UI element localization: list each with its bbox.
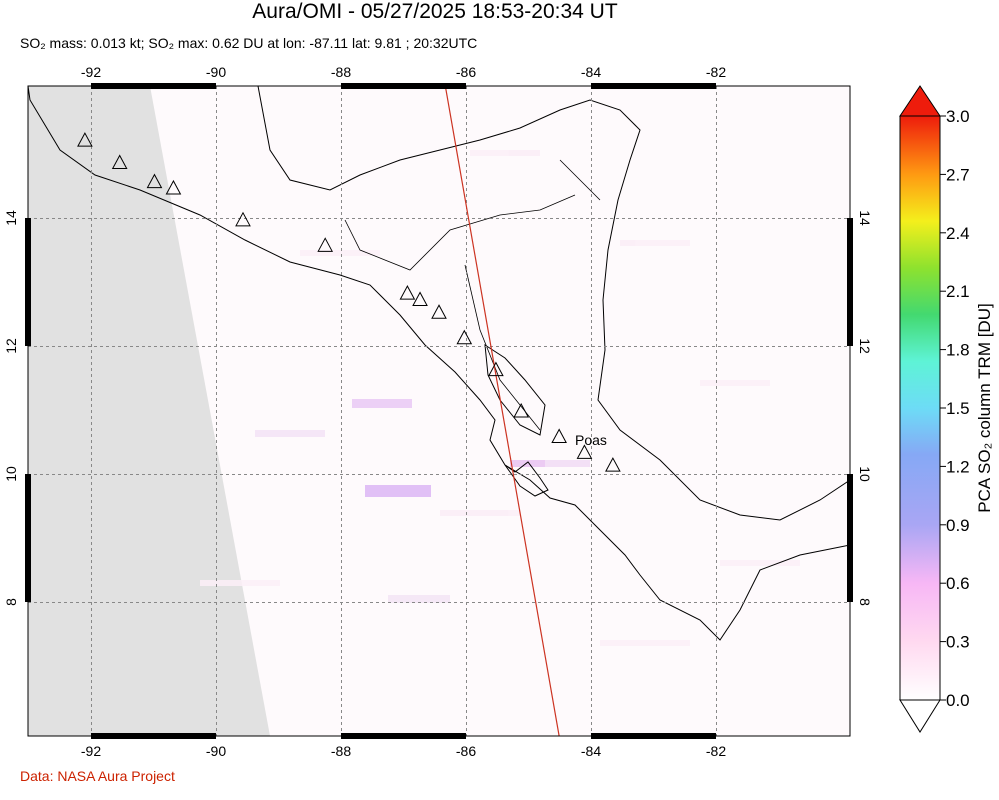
so2-pixel bbox=[720, 560, 800, 566]
so2-pixel bbox=[700, 380, 770, 386]
colorbar-max-arrow bbox=[899, 85, 941, 117]
colorbar-tick-label: 0.0 bbox=[946, 691, 970, 710]
lon-tick-top: -86 bbox=[456, 64, 476, 80]
lon-tick-top: -92 bbox=[81, 64, 101, 80]
lat-tick-right: 12 bbox=[857, 338, 873, 354]
lat-tick-left: 14 bbox=[3, 210, 19, 226]
satellite-ground-track bbox=[444, 86, 560, 736]
colorbar-tick-label: 0.9 bbox=[946, 516, 970, 535]
so2-pixel bbox=[200, 580, 280, 586]
colorbar-min-arrow bbox=[899, 699, 941, 733]
so2-pixel bbox=[600, 640, 690, 646]
lon-tick-bottom: -90 bbox=[206, 743, 226, 759]
so2-pixel bbox=[388, 595, 450, 603]
colorbar-tick-label: 1.2 bbox=[946, 457, 970, 476]
lon-tick-bottom: -82 bbox=[706, 743, 726, 759]
so2-pixel bbox=[620, 240, 690, 246]
lat-tick-left: 8 bbox=[3, 598, 19, 606]
volcano-triangle-icon bbox=[111, 154, 128, 169]
so2-pixel bbox=[365, 485, 431, 497]
colorbar-tick-label: 0.6 bbox=[946, 574, 970, 593]
colorbar-tick-label: 1.8 bbox=[946, 341, 970, 360]
so2-pixel bbox=[440, 510, 520, 516]
colorbar-ticks: 3.0 2.7 2.4 2.1 1.8 1.5 1.2 0.9 0.6 0.3 0.0 bbox=[940, 107, 970, 710]
lon-tick-top: -82 bbox=[706, 64, 726, 80]
colorbar-tick-label: 1.5 bbox=[946, 399, 970, 418]
colorbar-gradient bbox=[899, 115, 941, 701]
lat-tick-right: 8 bbox=[857, 598, 873, 606]
gulf-of-nicoya bbox=[504, 461, 549, 497]
data-credit: Data: NASA Aura Project bbox=[20, 768, 175, 784]
pacific-coastline bbox=[28, 86, 850, 641]
so2-pixel bbox=[545, 460, 590, 467]
map-title: Aura/OMI - 05/27/2025 18:53-20:34 UT bbox=[252, 0, 618, 23]
volcano-triangle-icon bbox=[431, 304, 447, 319]
volcano-triangle-icon bbox=[456, 329, 473, 345]
so2-pixel bbox=[470, 150, 540, 156]
volcano-triangle-icon bbox=[576, 444, 593, 459]
so2-pixel bbox=[352, 399, 412, 408]
so2-summary: SO₂ mass: 0.013 kt; SO₂ max: 0.62 DU at … bbox=[20, 35, 478, 51]
volcano-triangle-icon bbox=[551, 428, 567, 443]
volcano-triangle-icon bbox=[146, 173, 163, 189]
lon-tick-top: -90 bbox=[206, 64, 226, 80]
lat-tick-left: 10 bbox=[3, 466, 19, 482]
lon-tick-bottom: -84 bbox=[581, 743, 601, 759]
lat-tick-right: 10 bbox=[857, 466, 873, 482]
volcano-triangle-icon bbox=[235, 211, 251, 227]
volcano-triangle-icon bbox=[412, 291, 428, 306]
map-border bbox=[27, 85, 851, 737]
volcano-triangle-icon bbox=[513, 402, 530, 418]
colorbar-tick-label: 2.7 bbox=[946, 165, 970, 184]
colorbar-tick-label: 0.3 bbox=[946, 633, 970, 652]
so2-pixel bbox=[300, 250, 380, 256]
caribbean-coastline bbox=[257, 86, 850, 521]
graticule bbox=[28, 86, 850, 736]
colorbar-tick-label: 2.4 bbox=[946, 224, 970, 243]
volcano-triangle-icon bbox=[77, 132, 93, 147]
colorbar-tick-label: 2.1 bbox=[946, 282, 970, 301]
so2-retrieval-pixels bbox=[200, 150, 800, 646]
map-panel: -92 -90 -88 -86 -84 -82 -92 -90 -88 -86 … bbox=[3, 64, 873, 759]
volcano-triangle-icon bbox=[165, 179, 182, 195]
volcano-triangle-icon bbox=[399, 285, 416, 300]
border-lines bbox=[344, 159, 601, 431]
lon-tick-bottom: -86 bbox=[456, 743, 476, 759]
colorbar: 3.0 2.7 2.4 2.1 1.8 1.5 1.2 0.9 0.6 0.3 0.0 PCA SO… bbox=[899, 85, 994, 733]
volcano-triangle-icon bbox=[605, 457, 621, 472]
lat-tick-left: 12 bbox=[3, 338, 19, 354]
volcano-label-poas: Poas bbox=[575, 432, 607, 448]
lat-tick-right: 14 bbox=[857, 210, 873, 226]
colorbar-tick-label: 3.0 bbox=[946, 107, 970, 126]
volcano-markers bbox=[77, 132, 621, 472]
volcano-triangle-icon bbox=[317, 237, 334, 252]
colorbar-title: PCA SO₂ column TRM [DU] bbox=[975, 303, 994, 512]
lon-tick-bottom: -92 bbox=[81, 743, 101, 759]
volcano-triangle-icon bbox=[488, 361, 504, 377]
coastlines bbox=[28, 86, 850, 641]
no-data-swath bbox=[28, 86, 270, 736]
so2-pixel bbox=[255, 430, 325, 437]
lon-tick-top: -88 bbox=[331, 64, 351, 80]
so2-pixel bbox=[510, 460, 555, 467]
lon-tick-bottom: -88 bbox=[331, 743, 351, 759]
lake-nicaragua bbox=[484, 344, 546, 436]
axis-labels: -92 -90 -88 -86 -84 -82 -92 -90 -88 -86 … bbox=[3, 64, 873, 759]
lon-tick-top: -84 bbox=[581, 64, 601, 80]
